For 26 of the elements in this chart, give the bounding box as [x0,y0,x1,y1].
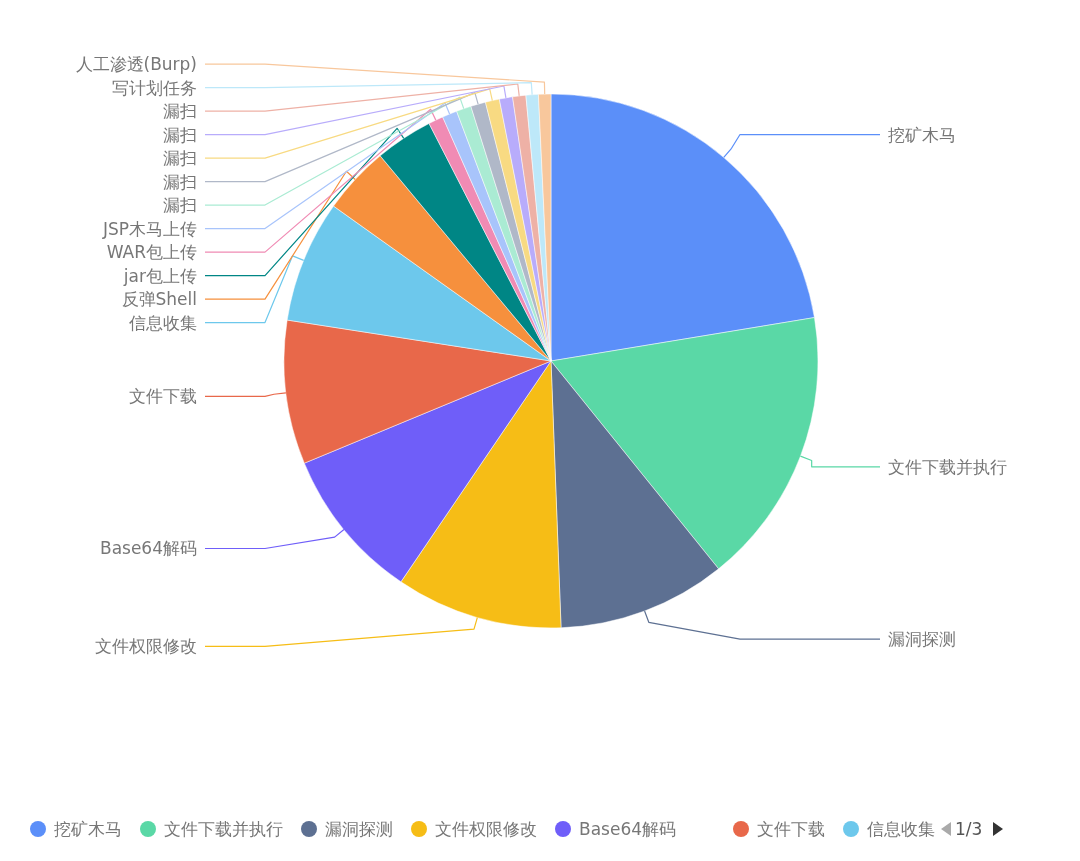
text: 1/3 [955,818,983,839]
slice-label: 文件下载并执行 [888,456,1007,477]
slice-label: 漏洞探测 [888,629,956,650]
legend-label: 文件下载 [757,818,825,839]
slice-label: WAR包上传 [106,242,197,263]
slice-label: 漏扫 [163,101,197,122]
slice-label: 人工渗透(Burp) [75,54,197,75]
slice-label: 写计划任务 [112,77,197,98]
slice-label: 文件权限修改 [95,636,197,657]
legend-label: 漏洞探测 [325,818,393,839]
slice-label: 漏扫 [163,148,197,169]
slice-label: 漏扫 [163,124,197,145]
legend-label: 文件下载并执行 [164,818,283,839]
legend-label: 信息收集 [867,818,935,839]
slice-label: 挖矿木马 [888,124,956,145]
slice-label: 信息收集 [129,312,197,333]
slice-label: 漏扫 [163,195,197,216]
slice-label: 文件下载 [129,386,197,407]
slice-label: 反弹Shell [121,289,197,310]
slice-label: Base64解码 [99,538,197,559]
slice-label: jar包上传 [122,265,197,286]
legend-label: 挖矿木马 [54,818,122,839]
slice-label: 漏扫 [163,171,197,192]
slice-label: JSP木马上传 [101,218,197,239]
legend-label: Base64解码 [579,818,677,839]
legend-label: 文件权限修改 [435,818,537,839]
